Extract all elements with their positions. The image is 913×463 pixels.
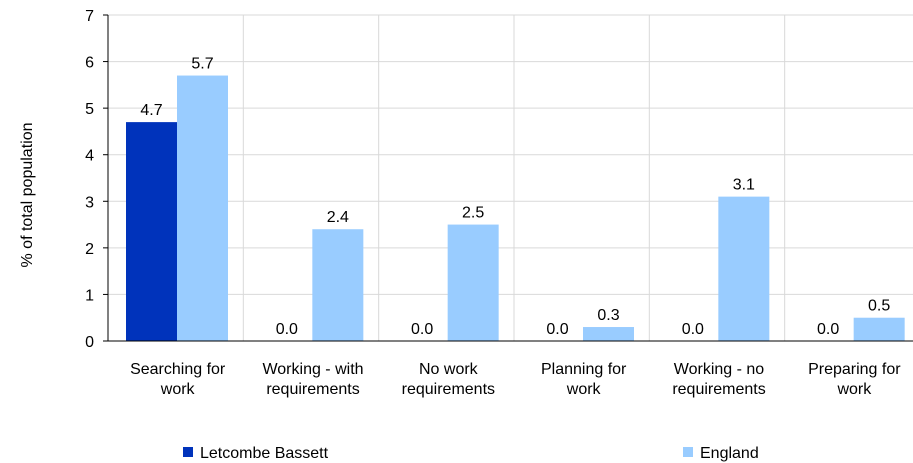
- legend-label: Letcombe Bassett: [200, 445, 329, 462]
- data-label: 0.0: [411, 321, 433, 338]
- x-category-label: Working - no requirements: [672, 361, 765, 398]
- x-category-label: Preparing for work: [808, 361, 901, 398]
- x-category-label-line: Working - no: [674, 361, 765, 378]
- x-category-label: Working - with requirements: [262, 361, 363, 398]
- y-tick-label: 5: [85, 101, 94, 118]
- x-category-label-line: Preparing for: [808, 361, 901, 378]
- x-category-label-line: requirements: [402, 381, 495, 398]
- y-axis-title: % of total population: [19, 123, 36, 268]
- data-label: 5.7: [191, 56, 213, 73]
- y-tick-label: 6: [85, 55, 94, 72]
- data-label: 0.0: [682, 321, 704, 338]
- data-label: 4.7: [140, 102, 162, 119]
- data-label: 2.4: [327, 209, 349, 226]
- x-category-label-line: Planning for: [541, 361, 627, 378]
- bar: [583, 327, 634, 341]
- x-category-label-line: work: [836, 381, 872, 398]
- x-category-label-line: requirements: [266, 381, 359, 398]
- bar: [177, 75, 228, 342]
- y-tick-label: 3: [85, 194, 94, 211]
- x-category-label: Planning for work: [541, 361, 627, 398]
- x-category-label-line: No work: [419, 361, 479, 378]
- legend-label: England: [700, 445, 759, 462]
- data-label: 0.0: [546, 321, 568, 338]
- data-label: 2.5: [462, 205, 484, 222]
- legend-swatch: [683, 447, 693, 457]
- bar: [718, 196, 770, 341]
- data-label: 0.5: [868, 298, 890, 315]
- data-label: 0.0: [276, 321, 298, 338]
- bar: [312, 229, 364, 341]
- x-category-label-line: requirements: [672, 381, 765, 398]
- x-category-label: Searching for work: [130, 361, 226, 398]
- y-tick-label: 7: [85, 8, 94, 25]
- legend-swatch: [183, 447, 193, 457]
- data-label: 0.3: [597, 307, 619, 324]
- x-category-label-line: work: [566, 381, 602, 398]
- x-category-label-line: Working - with: [262, 361, 363, 378]
- bar: [126, 122, 177, 341]
- y-tick-label: 0: [85, 334, 94, 351]
- x-category-label-line: work: [160, 381, 196, 398]
- data-label: 3.1: [733, 177, 755, 194]
- y-tick-label: 1: [85, 287, 94, 304]
- x-category-label-line: Searching for: [130, 361, 226, 378]
- bar: [447, 224, 499, 341]
- x-category-label: No work requirements: [402, 361, 495, 398]
- data-label: 0.0: [817, 321, 839, 338]
- bar: [853, 317, 905, 341]
- y-tick-label: 2: [85, 241, 94, 258]
- y-tick-label: 4: [85, 148, 94, 165]
